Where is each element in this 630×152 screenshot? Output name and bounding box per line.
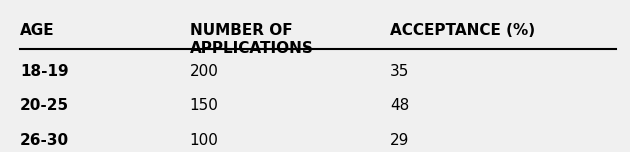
Text: 20-25: 20-25 — [20, 98, 69, 113]
Text: NUMBER OF
APPLICATIONS: NUMBER OF APPLICATIONS — [190, 23, 314, 55]
Text: 48: 48 — [390, 98, 410, 113]
Text: 100: 100 — [190, 133, 219, 148]
Text: 29: 29 — [390, 133, 410, 148]
Text: 26-30: 26-30 — [20, 133, 69, 148]
Text: 150: 150 — [190, 98, 219, 113]
Text: 35: 35 — [390, 64, 410, 79]
Text: AGE: AGE — [20, 23, 55, 38]
Text: 200: 200 — [190, 64, 219, 79]
Text: 18-19: 18-19 — [20, 64, 69, 79]
Text: ACCEPTANCE (%): ACCEPTANCE (%) — [390, 23, 536, 38]
